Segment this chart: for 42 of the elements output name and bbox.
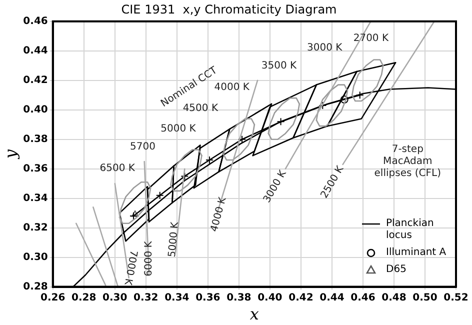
y-tick-label: 0.36 bbox=[23, 163, 48, 174]
annotation: 7000 K bbox=[122, 249, 139, 286]
chart-title: CIE 1931 x,y Chromaticity Diagram bbox=[121, 2, 337, 16]
x-tick-label: 0.42 bbox=[288, 292, 314, 304]
annotation: 4000 K bbox=[214, 82, 250, 93]
annotation: 2700 K bbox=[353, 33, 389, 44]
legend-label: D65 bbox=[386, 264, 406, 276]
x-tick-label: 0.44 bbox=[320, 292, 344, 304]
annotation: 6000 K bbox=[144, 240, 155, 276]
annotation: 3000 K bbox=[306, 42, 343, 54]
y-tick-label: 0.34 bbox=[23, 192, 48, 204]
y-tick-label: 0.30 bbox=[23, 252, 48, 263]
annotation: 6500 K bbox=[100, 162, 136, 174]
x-tick-label: 0.52 bbox=[444, 292, 468, 304]
y-tick-label: 0.32 bbox=[23, 222, 48, 234]
x-tick-label: 0.26 bbox=[40, 292, 66, 304]
annotation: 4000 K bbox=[209, 196, 229, 233]
x-tick-label: 0.30 bbox=[102, 292, 128, 304]
annotation: 7-step MacAdam ellipses (CFL) bbox=[374, 144, 442, 179]
x-tick-label: 0.48 bbox=[382, 292, 406, 304]
y-tick-label: 0.46 bbox=[23, 16, 48, 27]
x-tick-label: 0.32 bbox=[134, 292, 158, 304]
legend-label: Illuminant A bbox=[386, 246, 446, 259]
x-tick-label: 0.46 bbox=[350, 292, 376, 304]
x-tick-label: 0.34 bbox=[164, 292, 190, 304]
y-tick-label: 0.44 bbox=[23, 45, 48, 56]
y-tick-label: 0.42 bbox=[23, 74, 48, 86]
x-tick-label: 0.36 bbox=[196, 292, 220, 304]
legend-label: Planckian locus bbox=[386, 218, 435, 242]
y-tick-label: 0.28 bbox=[23, 281, 48, 292]
annotation: 5000 K bbox=[160, 123, 196, 134]
x-tick-label: 0.28 bbox=[72, 292, 96, 304]
x-tick-label: 0.38 bbox=[226, 292, 252, 304]
annotation: 3500 K bbox=[261, 60, 298, 72]
x-tick-label: 0.40 bbox=[258, 292, 282, 304]
x-axis-title: x bbox=[250, 304, 259, 324]
y-tick-label: 0.38 bbox=[23, 134, 48, 145]
annotation: 5000 K bbox=[166, 221, 181, 258]
y-axis-title: y bbox=[0, 148, 20, 160]
y-tick-label: 0.40 bbox=[23, 104, 48, 116]
x-tick-label: 0.50 bbox=[412, 292, 438, 304]
annotation: 5700 bbox=[130, 142, 156, 153]
